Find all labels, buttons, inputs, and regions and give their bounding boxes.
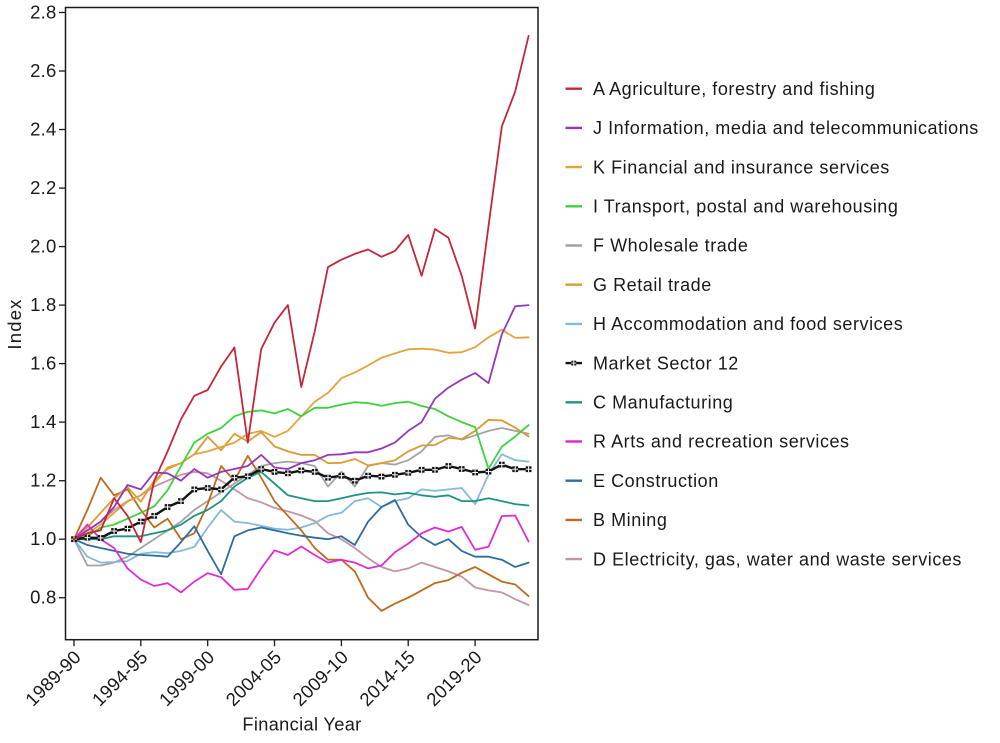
svg-text:2.8: 2.8 (30, 2, 56, 23)
svg-text:2.0: 2.0 (30, 236, 56, 257)
svg-text:Financial Year: Financial Year (242, 715, 361, 735)
svg-text:K Financial and insurance serv: K Financial and insurance services (593, 157, 890, 177)
svg-text:B Mining: B Mining (593, 510, 667, 530)
svg-text:2.2: 2.2 (30, 177, 56, 198)
svg-text:2.6: 2.6 (30, 60, 56, 81)
svg-text:H Accommodation and food servi: H Accommodation and food services (593, 314, 903, 334)
svg-text:Market Sector 12: Market Sector 12 (593, 353, 739, 373)
svg-text:G Retail trade: G Retail trade (593, 275, 712, 295)
svg-text:1.8: 1.8 (30, 294, 56, 315)
svg-text:2.4: 2.4 (30, 119, 56, 140)
svg-text:1.4: 1.4 (30, 411, 56, 432)
svg-text:E Construction: E Construction (593, 471, 719, 491)
svg-text:C Manufacturing: C Manufacturing (593, 393, 733, 413)
svg-text:0.8: 0.8 (30, 587, 56, 608)
svg-text:F Wholesale trade: F Wholesale trade (593, 236, 748, 256)
svg-text:1.0: 1.0 (30, 528, 56, 549)
svg-text:D Electricity, gas, water and: D Electricity, gas, water and waste serv… (593, 549, 962, 569)
svg-text:R Arts and recreation services: R Arts and recreation services (593, 432, 850, 452)
svg-text:A Agriculture, forestry and fi: A Agriculture, forestry and fishing (593, 79, 875, 99)
svg-text:J Information, media and telec: J Information, media and telecommunicati… (593, 118, 979, 138)
svg-text:I Transport, postal and wareho: I Transport, postal and warehousing (593, 197, 898, 217)
svg-text:1.2: 1.2 (30, 470, 56, 491)
svg-text:Index: Index (4, 298, 25, 349)
svg-text:1.6: 1.6 (30, 353, 56, 374)
